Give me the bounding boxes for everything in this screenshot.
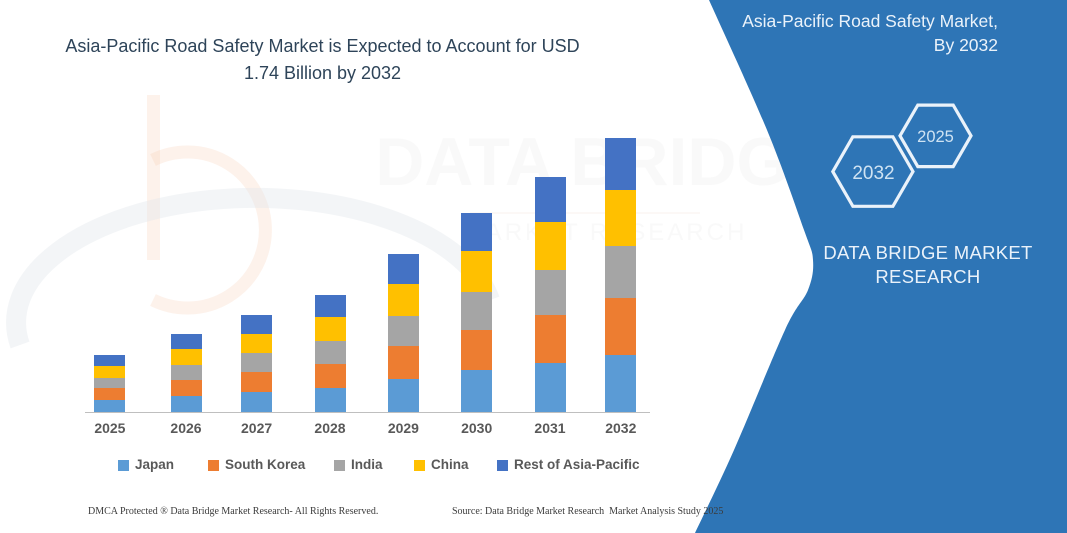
svg-text:2025: 2025 — [917, 128, 954, 146]
svg-text:2032: 2032 — [852, 163, 894, 184]
